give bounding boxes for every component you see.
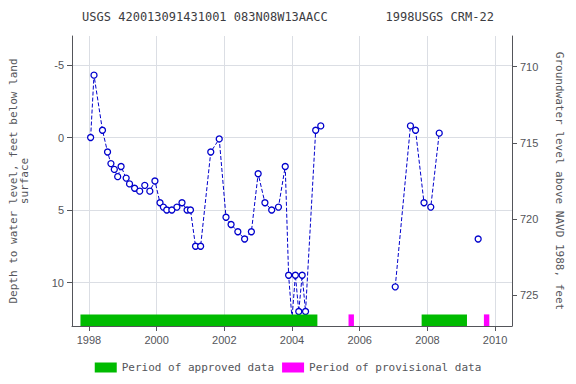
svg-text:-5: -5 <box>54 59 64 71</box>
svg-text:Period of approved data: Period of approved data <box>122 361 274 374</box>
svg-text:720: 720 <box>520 213 538 225</box>
svg-text:2004: 2004 <box>280 334 304 346</box>
svg-text:0: 0 <box>58 132 64 144</box>
svg-text:2008: 2008 <box>415 334 439 346</box>
svg-text:725: 725 <box>520 289 538 301</box>
svg-text:2000: 2000 <box>144 334 168 346</box>
svg-text:2010: 2010 <box>483 334 507 346</box>
svg-text:Groundwater level above NAVD 1: Groundwater level above NAVD 1988, feet <box>553 52 566 310</box>
svg-text:715: 715 <box>520 137 538 149</box>
svg-text:Period of provisional data: Period of provisional data <box>309 361 481 374</box>
svg-text:surface: surface <box>18 158 31 204</box>
svg-text:10: 10 <box>52 277 64 289</box>
svg-text:2002: 2002 <box>212 334 236 346</box>
svg-text:2006: 2006 <box>347 334 371 346</box>
svg-text:710: 710 <box>520 61 538 73</box>
svg-text:5: 5 <box>58 204 64 216</box>
svg-text:Depth to water level, feet bel: Depth to water level, feet below land <box>7 58 20 304</box>
svg-text:1998: 1998 <box>77 334 101 346</box>
svg-text:USGS 420013091431001 083N08W13: USGS 420013091431001 083N08W13AACC 1998U… <box>82 10 494 24</box>
